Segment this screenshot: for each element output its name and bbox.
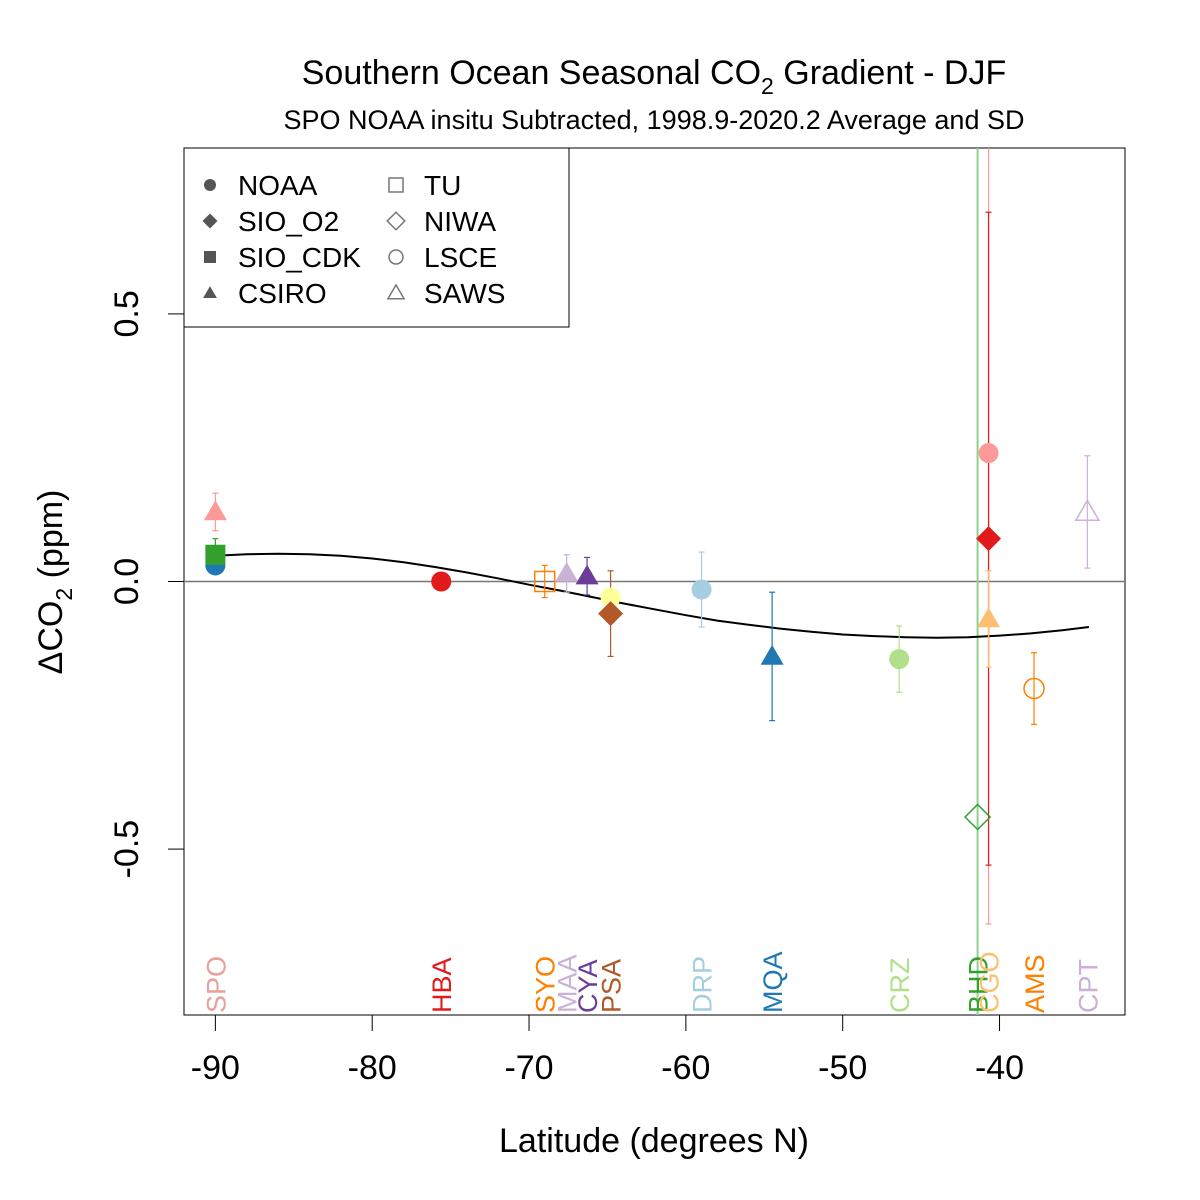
data-point: [600, 587, 621, 608]
station-label: HBA: [427, 957, 457, 1013]
legend-label: CSIRO: [238, 278, 327, 309]
data-point: [575, 564, 599, 585]
station-label: SYO: [531, 956, 561, 1013]
y-tick-label: 0.0: [108, 558, 146, 605]
legend-marker: [388, 249, 404, 265]
x-axis: -90 -80 -70 -60 -50 -40: [191, 1014, 1024, 1087]
data-point: [598, 601, 624, 627]
station-label: DRP: [688, 956, 718, 1013]
data-point: [431, 571, 452, 592]
x-tick-label: -80: [348, 1049, 397, 1087]
station-label: MQA: [758, 951, 788, 1013]
legend-label: TU: [424, 170, 461, 201]
fit-curve-layer: [215, 552, 1090, 639]
station-label: CPT: [1073, 959, 1103, 1013]
data-point: [691, 579, 712, 600]
data-point: [1023, 677, 1045, 700]
data-point: [976, 526, 1002, 552]
legend-marker: [204, 179, 216, 191]
legend-label: LSCE: [424, 242, 497, 273]
reference-lines: [184, 148, 1125, 1015]
x-axis-label: Latitude (degrees N): [499, 1122, 809, 1160]
legend-box: [183, 147, 570, 328]
data-point: [978, 443, 999, 464]
chart-subtitle: SPO NOAA insitu Subtracted, 1998.9-2020.…: [284, 105, 1025, 135]
x-tick-label: -70: [504, 1049, 553, 1087]
x-tick-label: -90: [191, 1049, 240, 1087]
data-point: [760, 644, 784, 665]
x-tick-label: -40: [975, 1049, 1024, 1087]
chart-title: Southern Ocean Seasonal CO2 Gradient - D…: [302, 54, 1006, 99]
legend-marker: [204, 251, 216, 263]
station-label: AMS: [1020, 954, 1050, 1013]
fit-curve: [215, 552, 1090, 639]
legend-marker: [386, 211, 406, 231]
data-point: [1074, 498, 1101, 521]
legend: NOAA SIO_O2 SIO_CDK CSIRO TU NIWA LSCE SAWS: [183, 147, 570, 328]
data-point: [964, 803, 992, 831]
data-points: [203, 443, 1101, 831]
station-label: CGO: [975, 951, 1005, 1013]
station-label: MAA: [553, 954, 583, 1013]
legend-items: NOAA SIO_O2 SIO_CDK CSIRO TU NIWA LSCE SAWS: [202, 170, 505, 309]
y-axis: -0.5 0.0 0.5: [108, 290, 185, 879]
legend-marker: [202, 213, 218, 229]
legend-label: NIWA: [424, 206, 496, 237]
data-point: [977, 607, 1001, 628]
data-point: [205, 544, 226, 565]
data-point: [555, 561, 579, 582]
x-tick-label: -60: [661, 1049, 710, 1087]
data-point: [889, 649, 910, 670]
legend-marker: [386, 283, 406, 300]
legend-label: SAWS: [424, 278, 505, 309]
station-label: BHD: [964, 956, 994, 1013]
legend-marker: [388, 177, 404, 193]
station-label: CYA: [573, 959, 603, 1013]
legend-label: SIO_CDK: [238, 242, 361, 273]
x-tick-label: -50: [818, 1049, 867, 1087]
y-axis-label: ΔCO2 (ppm): [32, 490, 77, 675]
data-point: [533, 570, 556, 593]
station-label: CRZ: [885, 958, 915, 1014]
station-label: PSA: [597, 959, 627, 1013]
legend-label: NOAA: [238, 170, 318, 201]
station-label: SPO: [201, 956, 231, 1013]
data-point: [203, 500, 227, 521]
y-tick-label: -0.5: [108, 820, 146, 879]
y-tick-label: 0.5: [108, 290, 146, 337]
legend-label: SIO_O2: [238, 206, 339, 237]
legend-marker: [203, 286, 217, 298]
